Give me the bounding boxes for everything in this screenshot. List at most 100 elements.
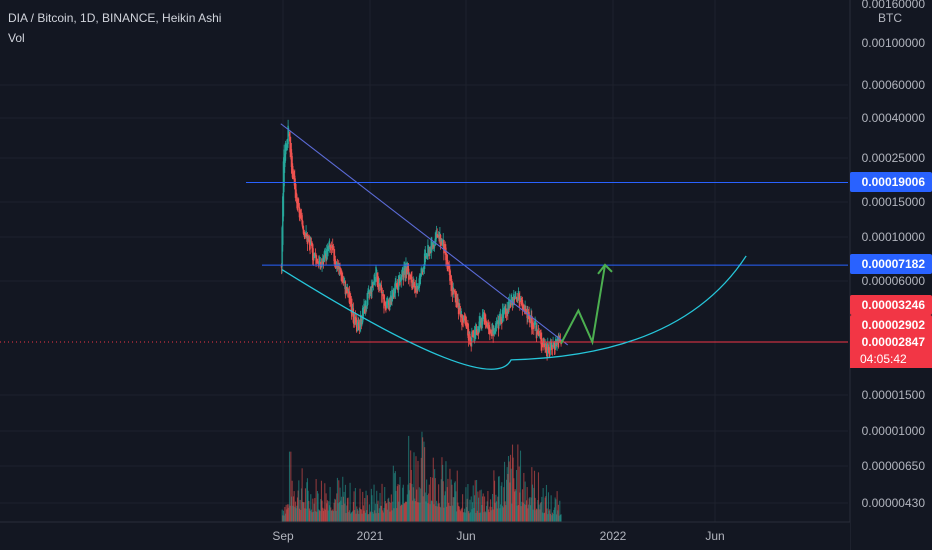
volume-bar	[337, 503, 339, 522]
candle-body	[511, 301, 514, 306]
candle-body	[514, 296, 516, 298]
volume-bar	[350, 513, 352, 522]
volume-bar	[456, 511, 458, 522]
volume-bar	[400, 505, 402, 522]
candle-body	[399, 279, 401, 285]
volume-bar	[370, 511, 372, 522]
candle-body	[283, 149, 285, 187]
volume-bar	[314, 498, 316, 522]
candle-body	[365, 305, 368, 307]
volume-bar	[322, 507, 324, 522]
volume-bar	[516, 505, 518, 522]
volume-bar	[529, 505, 532, 522]
candle-body	[522, 305, 524, 307]
volume-bar	[354, 488, 356, 522]
volume-bar	[543, 512, 546, 522]
volume-bar	[422, 437, 424, 522]
volume-bar	[544, 497, 546, 522]
candle-body	[405, 267, 408, 274]
candle-body	[504, 306, 506, 311]
volume-bar	[511, 503, 513, 522]
volume-indicator-label[interactable]: Vol	[8, 31, 25, 45]
volume-bar	[302, 501, 304, 522]
candle-body	[298, 204, 300, 208]
volume-bar	[319, 511, 321, 522]
candle-body	[291, 156, 293, 174]
volume-bar	[362, 505, 364, 522]
volume-bar	[476, 480, 478, 522]
candle-body	[507, 302, 510, 314]
volume-bar	[527, 508, 529, 522]
candle-body	[340, 270, 343, 281]
volume-bar	[437, 503, 439, 522]
volume-bar	[348, 512, 350, 522]
volume-bar	[376, 490, 378, 522]
volume-bar	[391, 510, 393, 522]
candle-body	[471, 335, 474, 337]
volume-bar	[426, 495, 428, 522]
volume-bar	[428, 493, 430, 522]
candle-body	[303, 230, 305, 233]
volume-bar	[446, 487, 448, 522]
candle-body	[363, 309, 366, 314]
price-tick-label: 0.00160000	[862, 0, 926, 11]
volume-bar	[306, 478, 309, 522]
price-tick-label: 0.00010000	[862, 230, 926, 244]
volume-bar	[394, 471, 396, 522]
candle-body	[366, 293, 369, 306]
candle-body	[343, 282, 345, 284]
candle-body	[448, 265, 450, 272]
volume-bar	[486, 501, 488, 522]
volume-bar	[553, 509, 555, 522]
volume-bar	[556, 491, 558, 522]
candle-body	[524, 305, 526, 310]
volume-bar	[284, 506, 286, 522]
volume-bar	[342, 496, 344, 522]
volume-bar	[308, 508, 311, 522]
price-label-text: 0.00019006	[862, 175, 926, 189]
candle-body	[345, 286, 348, 294]
volume-bar	[493, 480, 496, 522]
arrow-head	[597, 263, 613, 275]
volume-bar	[330, 510, 332, 522]
volume-bar	[395, 490, 397, 522]
volume-bar	[419, 502, 421, 522]
volume-bar	[495, 501, 498, 522]
volume-bar	[389, 511, 391, 522]
volume-bar	[322, 510, 324, 522]
time-tick-label: 2021	[357, 529, 384, 543]
volume-bar	[543, 513, 545, 522]
price-label-tag: 0.00019006	[850, 172, 932, 192]
volume-bar	[402, 487, 404, 522]
candle-body	[415, 283, 418, 292]
volume-bar	[491, 493, 494, 522]
candle-body	[353, 314, 355, 328]
volume-bar	[294, 501, 297, 522]
volume-bar	[548, 510, 550, 522]
volume-bar	[294, 506, 296, 522]
volume-bar	[350, 512, 352, 522]
volume-bar	[521, 501, 523, 522]
volume-bar	[328, 505, 330, 522]
volume-bar	[462, 512, 464, 522]
volume-bar	[547, 514, 549, 522]
price-tick-label: 0.00001000	[862, 424, 926, 438]
volume-bar	[326, 500, 328, 522]
candle-body	[519, 298, 522, 302]
volume-bar	[441, 457, 443, 522]
volume-bar	[299, 499, 301, 522]
chart-symbol-title[interactable]: DIA / Bitcoin, 1D, BINANCE, Heikin Ashi	[8, 11, 222, 25]
time-tick-label: 2022	[600, 529, 627, 543]
countdown-timer: 04:05:42	[860, 352, 907, 366]
candle-body	[332, 248, 335, 250]
volume-bar	[415, 456, 417, 522]
volume-bar	[505, 505, 507, 522]
candle-body	[499, 313, 502, 320]
volume-bar	[283, 515, 285, 522]
volume-bar	[424, 492, 426, 522]
volume-bar	[304, 488, 307, 522]
volume-bar	[521, 489, 524, 522]
volume-bar	[339, 487, 341, 522]
volume-bar	[536, 509, 538, 522]
